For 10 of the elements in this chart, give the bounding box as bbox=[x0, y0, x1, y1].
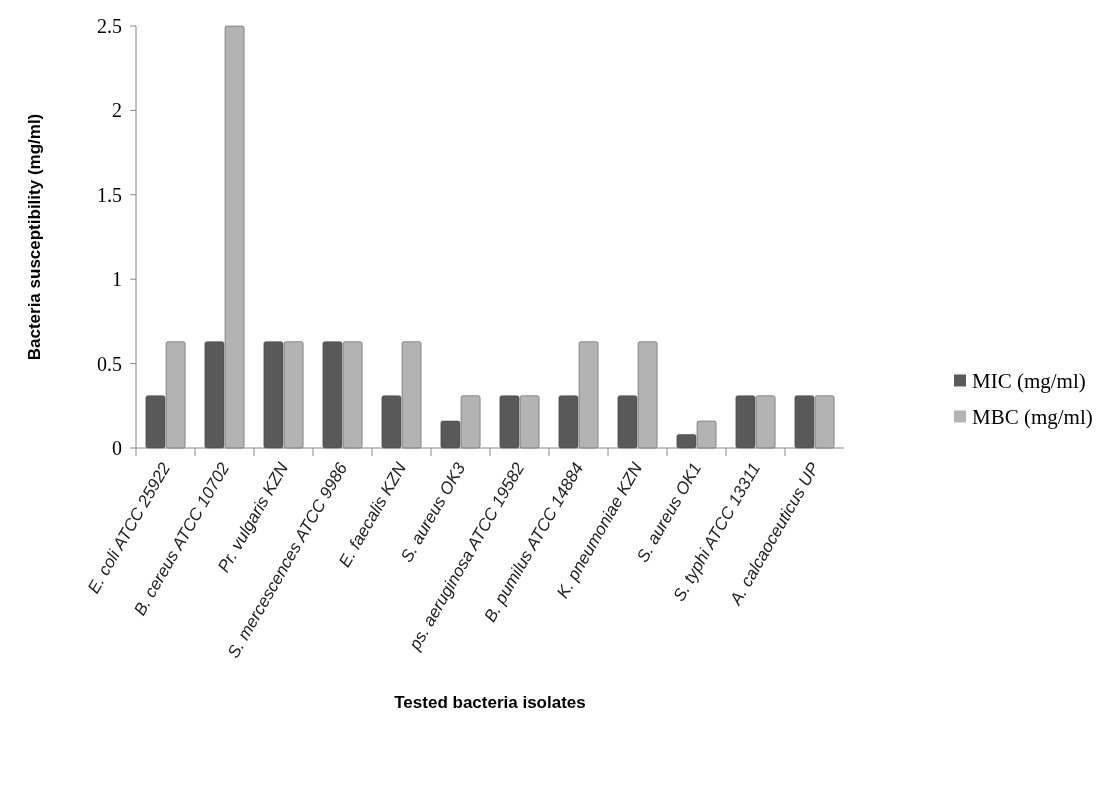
y-tick-label: 1.5 bbox=[97, 183, 122, 206]
y-axis-title: Bacteria susceptibility (mg/ml) bbox=[25, 113, 44, 361]
y-tick-label: 0.5 bbox=[97, 352, 122, 375]
y-tick-label: 2 bbox=[112, 99, 122, 122]
legend-label: MIC (mg/ml) bbox=[972, 368, 1086, 393]
x-axis-title: Tested bacteria isolates bbox=[394, 693, 586, 712]
y-tick-label: 1 bbox=[112, 268, 122, 291]
y-tick-label: 0 bbox=[112, 437, 122, 459]
legend-label: MBC (mg/ml) bbox=[972, 404, 1093, 429]
y-tick-label: 2.5 bbox=[97, 15, 122, 37]
